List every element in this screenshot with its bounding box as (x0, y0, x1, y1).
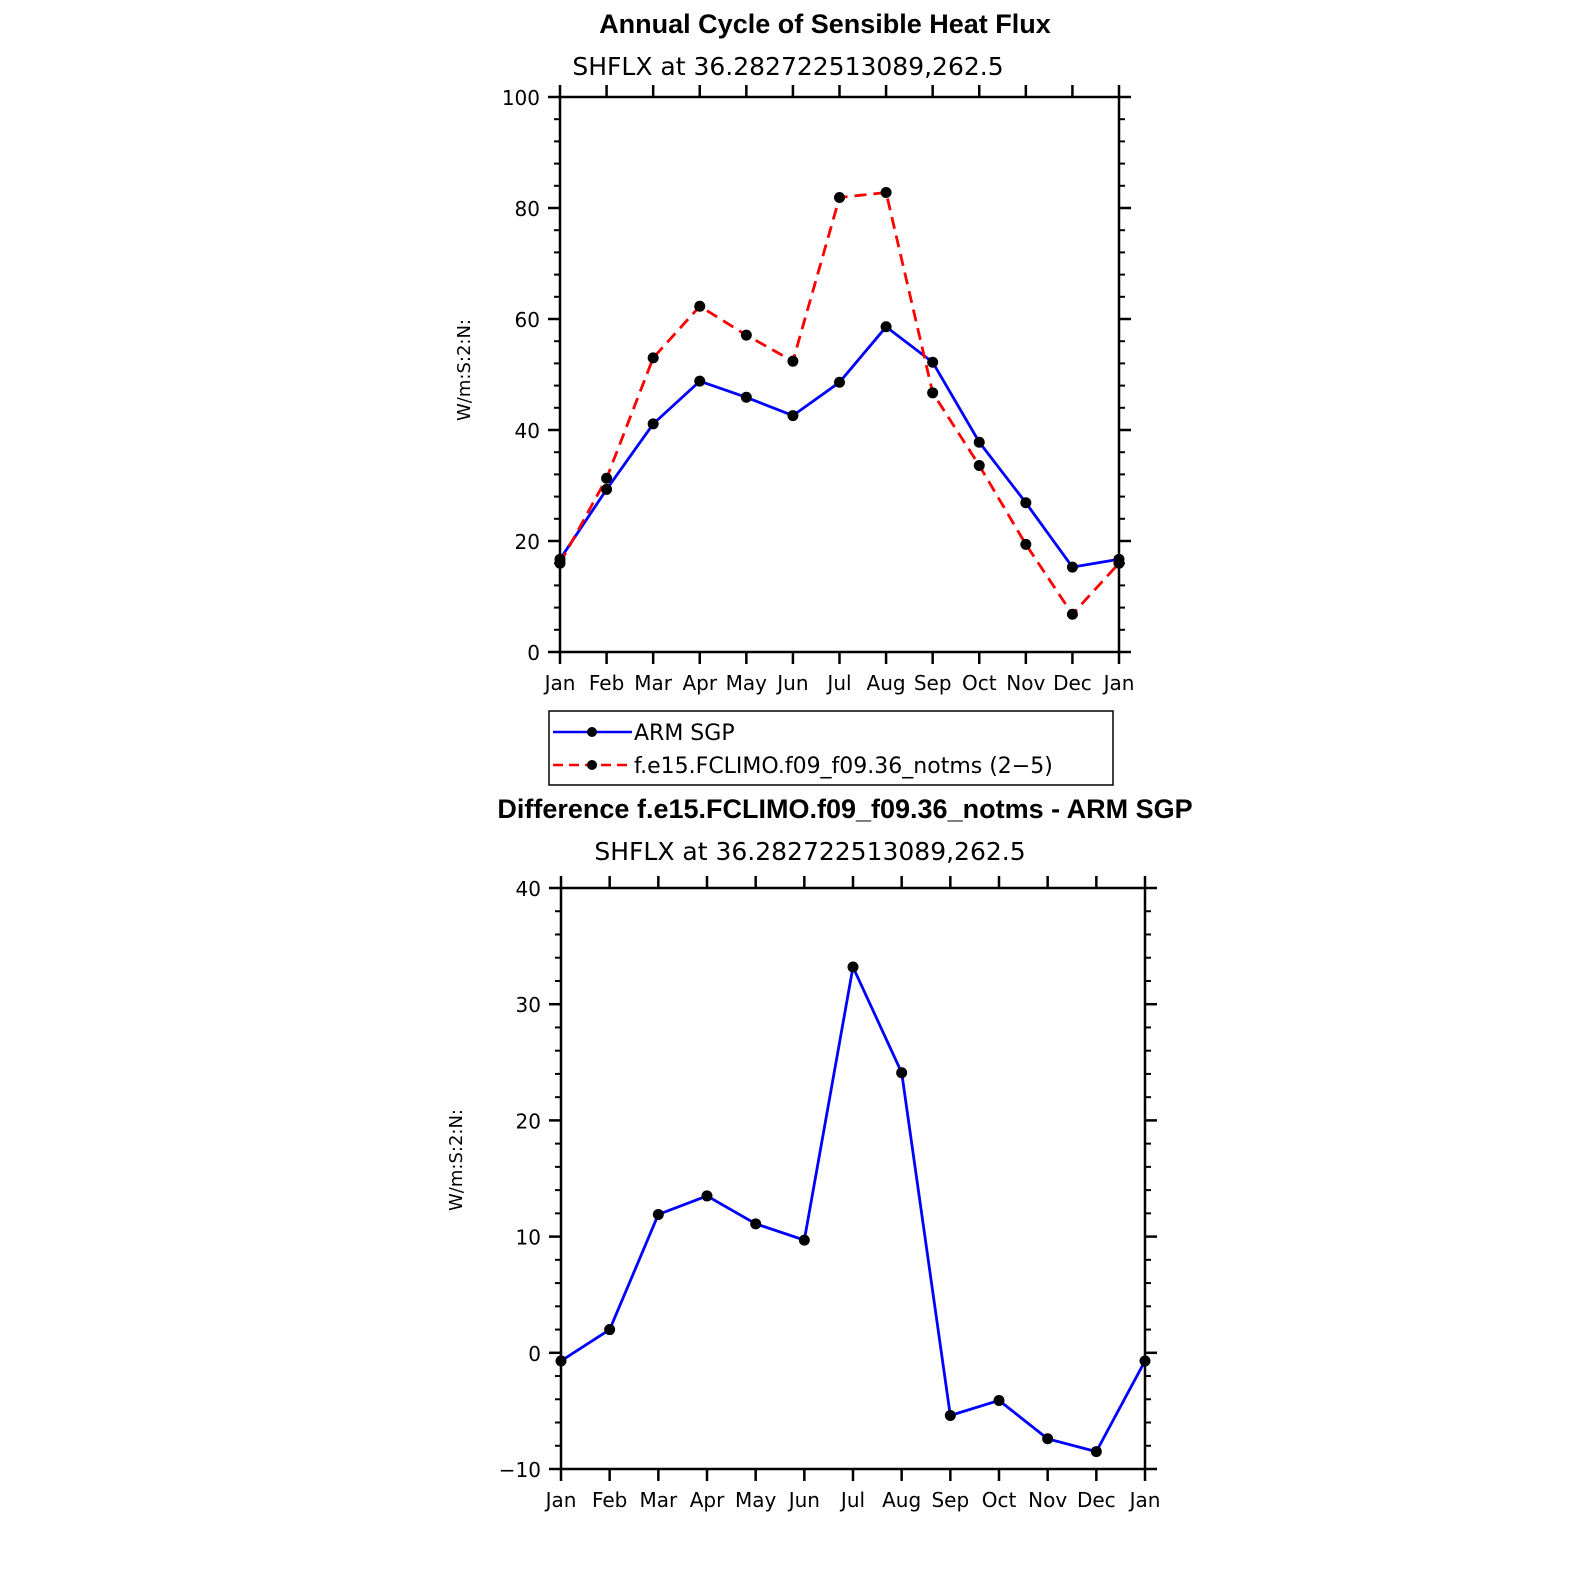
data-point-series-1 (927, 387, 939, 399)
plot-frame (558, 95, 1121, 654)
data-point-series-0 (555, 1355, 567, 1367)
data-point-series-0 (1139, 1355, 1151, 1367)
data-point-series-1 (740, 329, 752, 341)
legend: ARM SGP f.e15.FCLIMO.f09_f09.36_notms (2… (548, 710, 1114, 786)
series-line-0 (558, 324, 1120, 569)
data-point-series-1 (787, 355, 799, 367)
data-point-series-0 (750, 1218, 762, 1230)
data-point-series-1 (1020, 538, 1032, 550)
y-tick-label: 80 (515, 197, 540, 221)
data-point-series-0 (1042, 1433, 1054, 1445)
chart-subtitle: SHFLX at 36.282722513089,262.5 (572, 52, 1003, 81)
data-point-series-0 (847, 961, 859, 973)
data-point-series-0 (896, 1067, 908, 1079)
data-point-series-0 (647, 418, 659, 430)
plot-area (555, 961, 1151, 1458)
legend-label-model: f.e15.FCLIMO.f09_f09.36_notms (2−5) (634, 754, 1053, 779)
data-point-series-0 (944, 1410, 956, 1422)
legend-marker-model (587, 760, 597, 770)
y-tick-label: 100 (502, 86, 540, 110)
data-point-series-1 (973, 460, 985, 472)
x-tick-label: Dec (1077, 1488, 1116, 1512)
data-point-series-0 (740, 391, 752, 403)
data-point-series-0 (694, 375, 706, 387)
x-tick-label: Jan (544, 1488, 577, 1512)
series-line-1 (558, 190, 1121, 617)
y-tick-label: 40 (515, 419, 540, 443)
data-point-series-1 (601, 472, 613, 484)
y-axis-label: W/m:S:2:N: (454, 319, 475, 421)
axes: −10 0 10 20 30 40 Jan Feb Mar Apr May Jun Jul Aug Sep O… (499, 876, 1161, 1512)
chart-difference: Difference f.e15.FCLIMO.f09_f09.36_notms… (446, 794, 1193, 1512)
x-tick-label: May (735, 1488, 777, 1512)
x-tick-label: Nov (1028, 1488, 1067, 1512)
data-point-series-1 (647, 352, 659, 364)
data-point-series-0 (701, 1190, 713, 1202)
y-tick-label: 0 (527, 641, 540, 665)
y-tick-label: 60 (515, 308, 540, 332)
data-point-series-0 (1020, 497, 1032, 509)
x-tick-label: Mar (634, 671, 673, 695)
y-tick-label: 20 (515, 530, 540, 554)
data-point-series-0 (927, 356, 939, 368)
x-tick-label: Feb (589, 671, 624, 695)
data-point-series-1 (554, 557, 566, 569)
chart-title: Difference f.e15.FCLIMO.f09_f09.36_notms… (497, 794, 1192, 824)
data-point-series-1 (1066, 608, 1078, 620)
data-point-series-0 (1066, 561, 1078, 573)
x-tick-label: Sep (931, 1488, 969, 1512)
x-tick-label: Nov (1006, 671, 1045, 695)
x-tick-label: Oct (982, 1488, 1017, 1512)
y-tick-label: 10 (516, 1226, 541, 1250)
data-point-series-0 (601, 483, 613, 495)
x-tick-label: Sep (914, 671, 952, 695)
x-tick-label: Apr (690, 1488, 725, 1512)
data-point-series-0 (973, 436, 985, 448)
data-point-series-0 (798, 1234, 810, 1246)
series-line-0 (560, 962, 1147, 1454)
data-point-series-0 (993, 1394, 1005, 1406)
data-point-series-0 (834, 376, 845, 388)
x-tick-label: Jun (787, 1488, 820, 1512)
x-tick-label: Jan (543, 671, 576, 695)
legend-label-arm-sgp: ARM SGP (634, 721, 735, 746)
data-point-series-1 (1113, 557, 1125, 569)
legend-marker-arm-sgp (587, 727, 597, 737)
x-tick-label: Feb (592, 1488, 627, 1512)
y-tick-label: 0 (528, 1342, 541, 1366)
x-tick-label: Jan (1128, 1488, 1161, 1512)
chart-title: Annual Cycle of Sensible Heat Flux (599, 9, 1051, 39)
data-point-series-0 (604, 1324, 616, 1336)
plot-area (554, 186, 1125, 620)
x-tick-label: Apr (682, 671, 717, 695)
chart-annual-cycle: Annual Cycle of Sensible Heat Flux SHFLX… (454, 9, 1135, 786)
x-tick-label: Aug (867, 671, 906, 695)
legend-box (548, 710, 1114, 786)
x-tick-label: Jan (1102, 671, 1135, 695)
y-tick-label: 40 (516, 877, 541, 901)
chart-subtitle: SHFLX at 36.282722513089,262.5 (594, 837, 1025, 866)
x-tick-label: Oct (962, 671, 997, 695)
data-point-series-0 (652, 1209, 664, 1221)
x-tick-label: Jul (839, 1488, 865, 1512)
y-tick-label: 30 (516, 993, 541, 1017)
y-tick-label: 20 (516, 1109, 541, 1133)
data-point-series-0 (880, 321, 892, 333)
data-point-series-1 (880, 186, 892, 198)
plot-frame (559, 886, 1147, 1471)
axes: 0 20 40 60 80 100 Jan Feb Mar Apr May Jun Jul Aug Sep O… (502, 85, 1135, 695)
data-point-series-0 (1090, 1446, 1102, 1458)
x-tick-label: Aug (882, 1488, 921, 1512)
x-tick-label: May (726, 671, 768, 695)
x-tick-label: Dec (1053, 671, 1092, 695)
data-point-series-0 (787, 410, 799, 422)
y-tick-label: −10 (499, 1458, 541, 1482)
y-axis-label: W/m:S:2:N: (446, 1109, 467, 1211)
data-point-series-1 (694, 300, 706, 312)
x-tick-label: Jun (775, 671, 808, 695)
x-tick-label: Jul (825, 671, 851, 695)
data-point-series-1 (834, 191, 845, 203)
x-tick-label: Mar (639, 1488, 678, 1512)
